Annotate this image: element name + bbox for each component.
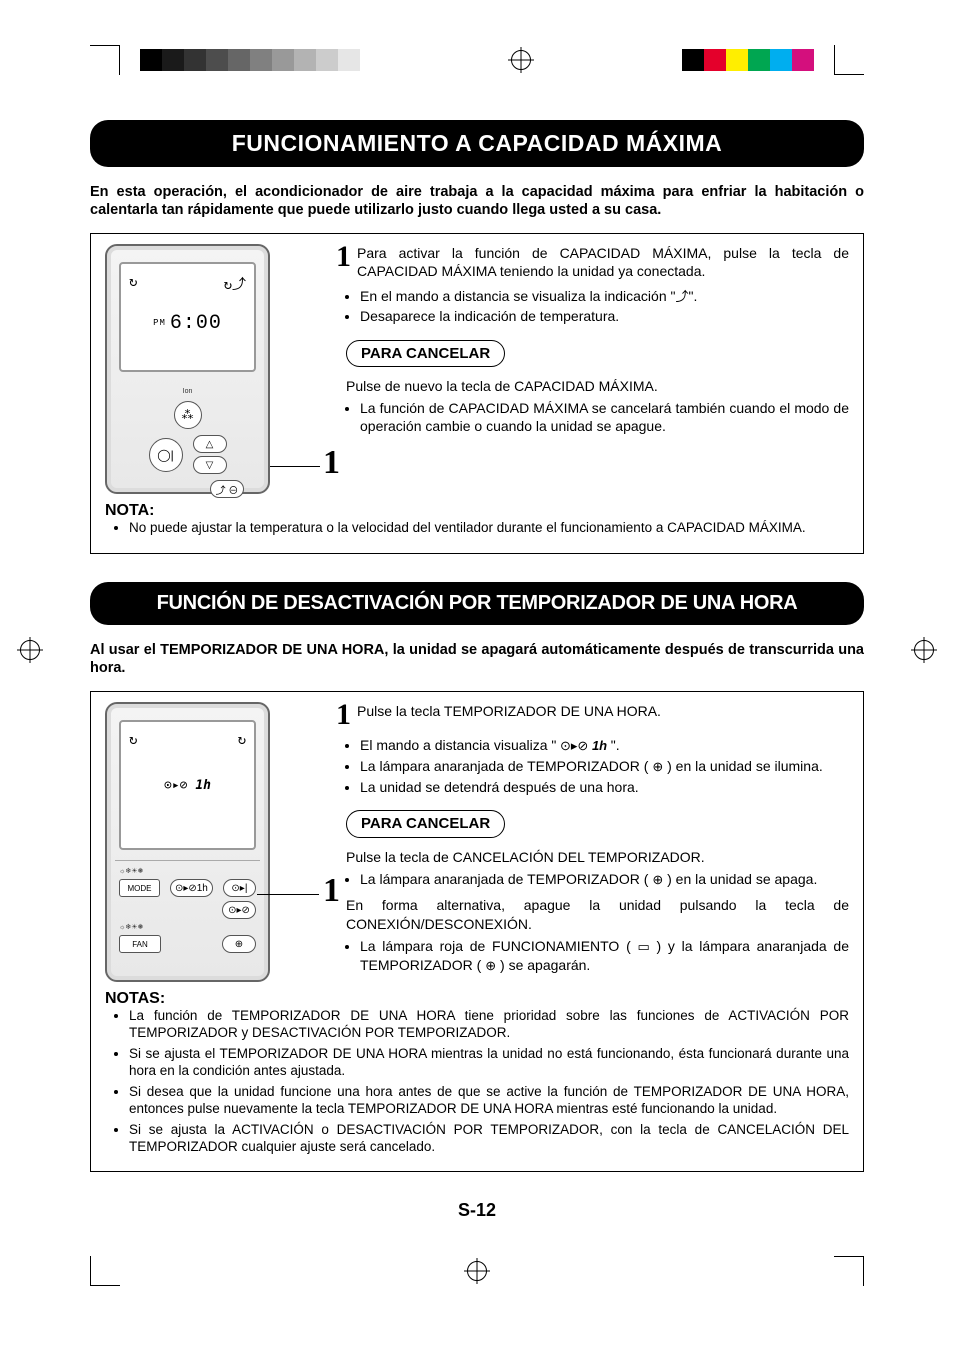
instruction-box-capacity: ↻ ↻⤴ PM 6:00 Ion ⁂ ◯| xyxy=(90,233,864,554)
note-item: No puede ajustar la temperatura o la vel… xyxy=(129,520,849,537)
swatch xyxy=(704,49,726,71)
swatch xyxy=(184,49,206,71)
swing-icon: ↻ xyxy=(238,732,246,748)
fan-button: FAN xyxy=(119,935,161,953)
timer-cancel-button: ⊕ xyxy=(222,935,256,953)
cancel-heading: PARA CANCELAR xyxy=(346,810,505,838)
swatch xyxy=(228,49,250,71)
remote-control-illustration: ↻ ↻ ⊙▸⊘ 1h ☼❄☀❅ MODE xyxy=(105,702,270,982)
timer-icon: ⊙▸⊘ xyxy=(164,778,195,793)
swatch xyxy=(682,49,704,71)
section-intro: Al usar el TEMPORIZADOR DE UNA HORA, la … xyxy=(90,641,864,677)
cancel-heading: PARA CANCELAR xyxy=(346,340,505,368)
note-item: La función de TEMPORIZADOR DE UNA HORA t… xyxy=(129,1008,849,1042)
timer-display-icon: ⊙▸⊘ 1h xyxy=(556,738,610,753)
bullet-item: La lámpara anaranjada de TEMPORIZADOR ( … xyxy=(360,870,849,889)
bullet-item: La lámpara roja de FUNCIONAMIENTO ( ▭ ) … xyxy=(360,937,849,974)
registration-mark-icon xyxy=(467,1261,487,1281)
callout-number: 1 xyxy=(323,872,340,910)
operation-lamp-icon: ▭ xyxy=(637,939,649,954)
mode-button: MODE xyxy=(119,879,160,897)
one-hour-timer-button: ⊙▸⊘1h xyxy=(170,879,213,897)
step-number: 1 xyxy=(336,242,351,280)
callout-line xyxy=(270,466,320,467)
cancel-text: Pulse la tecla de CANCELACIÓN DEL TEMPOR… xyxy=(346,848,849,866)
swatch xyxy=(162,49,184,71)
callout-number: 1 xyxy=(323,444,340,482)
timer-lamp-icon: ⊕ xyxy=(652,872,663,887)
timer-indicator: ⊙▸⊘ 1h xyxy=(129,778,246,793)
swatch xyxy=(316,49,338,71)
print-registration-bottom xyxy=(90,1251,864,1291)
crop-mark-icon xyxy=(90,45,120,75)
bullet-item: En el mando a distancia se visualiza la … xyxy=(360,287,849,306)
registration-mark-icon xyxy=(20,640,40,660)
alt-text: En forma alternativa, apague la unidad p… xyxy=(346,896,849,932)
instruction-text: 1 Para activar la función de CAPACIDAD M… xyxy=(336,244,849,494)
page-number: S-12 xyxy=(90,1200,864,1221)
bullet-item: La lámpara anaranjada de TEMPORIZADOR ( … xyxy=(360,757,849,776)
swatch xyxy=(250,49,272,71)
swatch xyxy=(206,49,228,71)
power-button: ◯| xyxy=(149,438,183,472)
print-registration-top xyxy=(90,40,864,80)
callout-line xyxy=(257,894,319,895)
step-body: Pulse la tecla TEMPORIZADOR DE UNA HORA. xyxy=(357,702,661,730)
swing-icon: ↻ xyxy=(129,732,137,748)
full-power-icon: ⤴ xyxy=(675,288,688,303)
cancel-text: Pulse de nuevo la tecla de CAPACIDAD MÁX… xyxy=(346,377,849,395)
swatch xyxy=(726,49,748,71)
color-swatches xyxy=(682,49,814,71)
note-item: Si desea que la unidad funcione una hora… xyxy=(129,1084,849,1118)
crop-mark-icon xyxy=(90,1256,120,1286)
note-item: Si se ajusta el TEMPORIZADOR DE UNA HORA… xyxy=(129,1046,849,1080)
temp-down-button: ▽ xyxy=(193,456,227,474)
section-heading-timer: FUNCIÓN DE DESACTIVACIÓN POR TEMPORIZADO… xyxy=(90,582,864,625)
note-heading: NOTA: xyxy=(105,502,849,520)
mode-icons: ☼❄☀❅ xyxy=(119,867,143,875)
registration-mark-icon xyxy=(914,640,934,660)
remote-control-illustration: ↻ ↻⤴ PM 6:00 Ion ⁂ ◯| xyxy=(105,244,270,494)
swatch xyxy=(294,49,316,71)
step-number: 1 xyxy=(336,700,351,730)
section-heading-capacity: FUNCIONAMIENTO A CAPACIDAD MÁXIMA xyxy=(90,120,864,167)
bullet-item: La unidad se detendrá después de una hor… xyxy=(360,778,849,796)
swatch xyxy=(272,49,294,71)
section-intro: En esta operación, el acondicionador de … xyxy=(90,183,864,219)
registration-mark-icon xyxy=(511,50,531,70)
swing-icon: ↻ xyxy=(129,274,137,294)
bullet-item: El mando a distancia visualiza " ⊙▸⊘ 1h … xyxy=(360,736,849,755)
bullet-item: La función de CAPACIDAD MÁXIMA se cancel… xyxy=(360,399,849,435)
swatch xyxy=(792,49,814,71)
remote-display: ↻ ↻ ⊙▸⊘ 1h xyxy=(119,720,256,850)
fan-icons: ☼❄☀❅ xyxy=(119,923,143,931)
bullet-item: Desaparece la indicación de temperatura. xyxy=(360,307,849,325)
ion-label: Ion xyxy=(183,388,193,395)
swatch xyxy=(748,49,770,71)
instruction-text: 1 Pulse la tecla TEMPORIZADOR DE UNA HOR… xyxy=(336,702,849,982)
swatch xyxy=(338,49,360,71)
full-power-button: ⤴ ⊖ xyxy=(210,480,244,498)
step-body: Para activar la función de CAPACIDAD MÁX… xyxy=(357,244,849,280)
remote-clock: PM 6:00 xyxy=(129,312,246,335)
note-item: Si se ajusta la ACTIVACIÓN o DESACTIVACI… xyxy=(129,1122,849,1156)
notes-heading: NOTAS: xyxy=(105,990,849,1008)
crop-mark-icon xyxy=(834,1256,864,1286)
ampm-label: PM xyxy=(153,318,166,328)
temp-up-button: △ xyxy=(193,435,227,453)
timer-lamp-icon: ⊕ xyxy=(652,759,663,774)
timer-lamp-icon: ⊕ xyxy=(485,957,496,972)
swatch xyxy=(140,49,162,71)
crop-mark-icon xyxy=(834,45,864,75)
time-value: 6:00 xyxy=(170,312,222,335)
grayscale-swatches xyxy=(140,49,360,71)
ion-button: ⁂ xyxy=(174,401,202,429)
remote-display: ↻ ↻⤴ PM 6:00 xyxy=(119,262,256,372)
timer-on-button: ⊙▸| xyxy=(223,879,256,897)
timer-off-button: ⊙▸⊘ xyxy=(222,901,256,919)
swatch xyxy=(770,49,792,71)
full-power-icon: ↻⤴ xyxy=(224,274,246,294)
instruction-box-timer: ↻ ↻ ⊙▸⊘ 1h ☼❄☀❅ MODE xyxy=(90,691,864,1172)
